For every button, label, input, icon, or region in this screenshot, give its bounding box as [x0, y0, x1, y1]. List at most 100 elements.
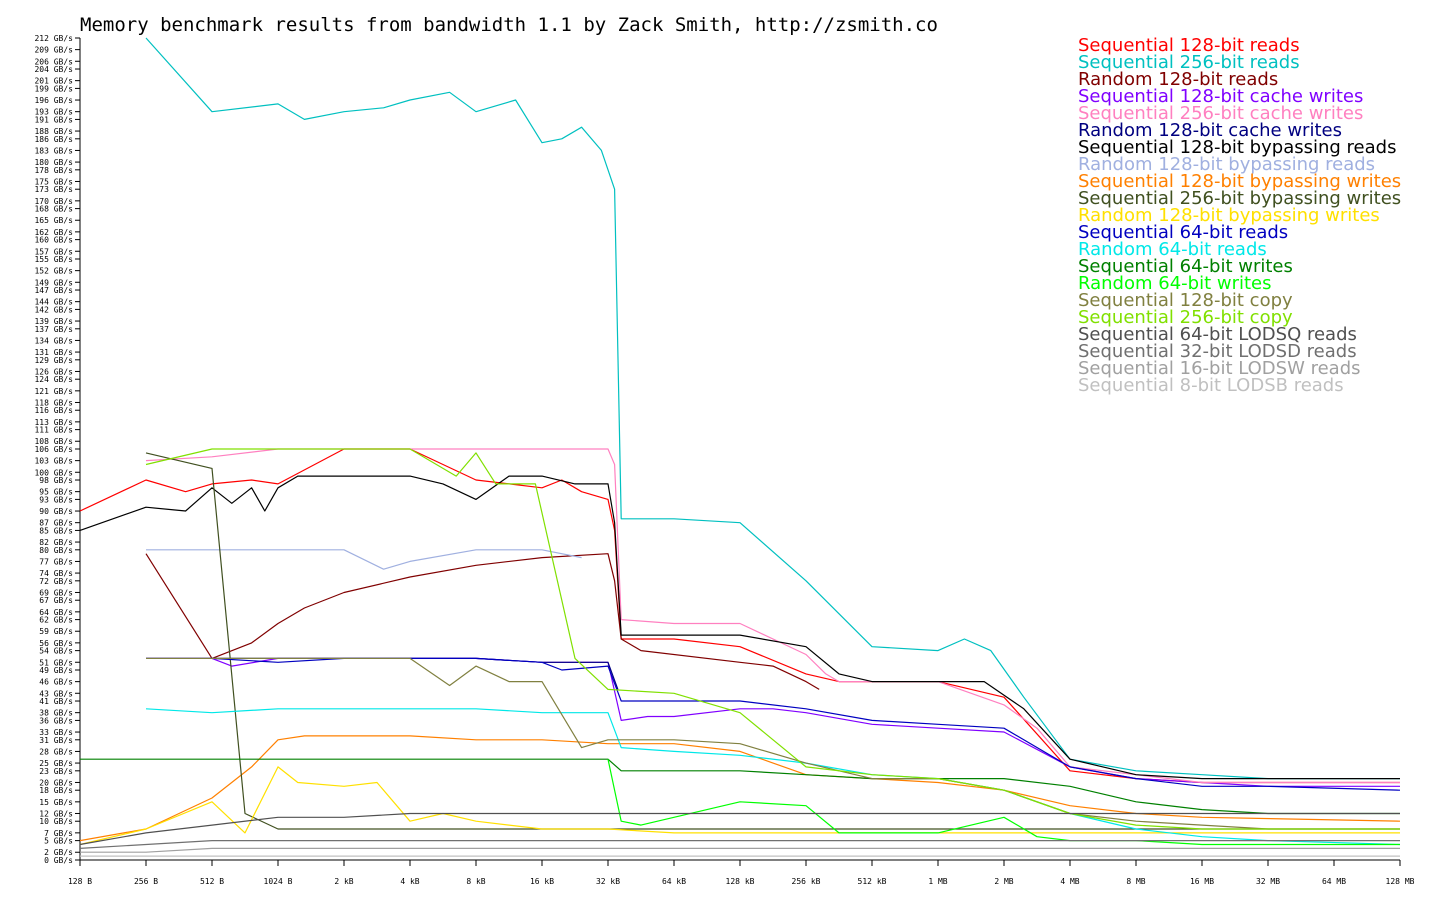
series-line-15	[146, 657, 1400, 830]
legend-item-14: Random 64-bit writes	[1078, 273, 1272, 294]
legend-item-19: Sequential 16-bit LODSW reads	[1078, 358, 1361, 379]
y-tick-label: 134 GB/s	[34, 336, 73, 345]
y-tick-label: 12 GB/s	[39, 809, 73, 818]
y-tick-label: 178 GB/s	[34, 166, 73, 175]
x-tick-label: 2 kB	[334, 877, 353, 886]
series-line-5	[212, 657, 619, 690]
y-tick-label: 103 GB/s	[34, 457, 73, 466]
y-tick-label: 85 GB/s	[39, 526, 73, 535]
series-line-7	[146, 549, 582, 570]
y-tick-label: 142 GB/s	[34, 305, 73, 314]
x-tick-label: 64 kB	[662, 877, 686, 886]
y-tick-label: 199 GB/s	[34, 84, 73, 93]
y-tick-label: 38 GB/s	[39, 709, 73, 718]
x-tick-label: 16 kB	[530, 877, 554, 886]
y-tick-label: 168 GB/s	[34, 205, 73, 214]
y-tick-label: 147 GB/s	[34, 286, 73, 295]
series-line-13	[80, 758, 1400, 815]
series-line-12	[145, 708, 1401, 846]
legend-item-20: Sequential 8-bit LODSB reads	[1078, 375, 1344, 396]
x-tick-label: 32 MB	[1256, 877, 1280, 886]
x-tick-label: 32 kB	[596, 877, 620, 886]
y-tick-label: 82 GB/s	[39, 538, 73, 547]
legend-item-7: Random 128-bit bypassing reads	[1078, 154, 1376, 175]
y-tick-label: 93 GB/s	[39, 495, 73, 504]
y-tick-label: 10 GB/s	[39, 817, 73, 826]
x-tick-label: 128 kB	[726, 877, 755, 886]
y-tick-label: 62 GB/s	[39, 616, 73, 625]
series-line-11	[146, 657, 1401, 791]
y-tick-label: 28 GB/s	[39, 747, 73, 756]
y-tick-label: 170 GB/s	[34, 197, 73, 206]
y-tick-label: 18 GB/s	[39, 786, 73, 795]
legend-item-9: Sequential 256-bit bypassing writes	[1078, 188, 1402, 209]
y-tick-label: 72 GB/s	[39, 577, 73, 586]
y-tick-label: 111 GB/s	[34, 426, 73, 435]
series-lines	[79, 37, 1401, 857]
y-tick-label: 204 GB/s	[34, 65, 73, 74]
y-tick-label: 144 GB/s	[34, 298, 73, 307]
series-line-10	[79, 766, 1400, 846]
legend-item-18: Sequential 32-bit LODSD reads	[1078, 341, 1357, 362]
legend-item-1: Sequential 256-bit reads	[1078, 52, 1300, 73]
x-tick-label: 1 MB	[928, 877, 947, 886]
legend-item-10: Random 128-bit bypassing writes	[1078, 205, 1380, 226]
series-line-19	[80, 847, 1400, 853]
y-tick-label: 7 GB/s	[44, 829, 73, 838]
y-tick-label: 56 GB/s	[39, 639, 73, 648]
y-tick-label: 157 GB/s	[34, 247, 73, 256]
y-tick-label: 41 GB/s	[39, 697, 73, 706]
legend-item-6: Sequential 128-bit bypassing reads	[1078, 137, 1397, 158]
y-tick-label: 173 GB/s	[34, 185, 73, 194]
x-tick-label: 8 kB	[466, 877, 485, 886]
legend-item-12: Random 64-bit reads	[1078, 239, 1267, 260]
y-tick-label: 186 GB/s	[34, 135, 73, 144]
y-tick-label: 121 GB/s	[34, 387, 73, 396]
x-tick-label: 64 MB	[1322, 877, 1346, 886]
x-tick-label: 4 MB	[1060, 877, 1079, 886]
y-tick-label: 175 GB/s	[34, 177, 73, 186]
y-tick-label: 118 GB/s	[34, 398, 73, 407]
y-tick-label: 160 GB/s	[34, 236, 73, 245]
y-tick-label: 165 GB/s	[34, 216, 73, 225]
y-tick-label: 180 GB/s	[34, 158, 73, 167]
legend-item-15: Sequential 128-bit copy	[1078, 290, 1293, 311]
y-tick-label: 137 GB/s	[34, 325, 73, 334]
y-tick-label: 2 GB/s	[44, 848, 73, 857]
y-tick-label: 51 GB/s	[39, 658, 73, 667]
y-tick-label: 149 GB/s	[34, 278, 73, 287]
y-tick-label: 193 GB/s	[34, 108, 73, 117]
legend-item-17: Sequential 64-bit LODSQ reads	[1078, 324, 1357, 345]
legend-item-4: Sequential 256-bit cache writes	[1078, 103, 1364, 124]
y-tick-label: 126 GB/s	[34, 367, 73, 376]
y-tick-label: 100 GB/s	[34, 468, 73, 477]
legend-item-16: Sequential 256-bit copy	[1078, 307, 1293, 328]
y-tick-label: 87 GB/s	[39, 519, 73, 528]
x-tick-label: 512 kB	[858, 877, 887, 886]
series-line-1	[145, 37, 1400, 780]
y-tick-label: 25 GB/s	[39, 759, 73, 768]
legend-item-2: Random 128-bit reads	[1078, 69, 1279, 90]
legend-item-0: Sequential 128-bit reads	[1078, 35, 1300, 56]
y-tick-label: 188 GB/s	[34, 127, 73, 136]
x-tick-label: 2 MB	[994, 877, 1013, 886]
y-tick-label: 23 GB/s	[39, 767, 73, 776]
x-tick-label: 256 B	[134, 877, 158, 886]
x-tick-label: 8 MB	[1126, 877, 1145, 886]
y-tick-label: 116 GB/s	[34, 406, 73, 415]
y-tick-label: 46 GB/s	[39, 678, 73, 687]
x-tick-label: 16 MB	[1190, 877, 1214, 886]
y-tick-label: 152 GB/s	[34, 267, 73, 276]
y-tick-label: 183 GB/s	[34, 146, 73, 155]
series-line-14	[607, 759, 1400, 846]
series-line-3	[146, 657, 1400, 787]
legend-item-8: Sequential 128-bit bypassing writes	[1078, 171, 1402, 192]
x-tick-label: 1024 B	[264, 877, 293, 886]
series-line-17	[79, 812, 1400, 846]
y-tick-label: 67 GB/s	[39, 596, 73, 605]
y-tick-label: 59 GB/s	[39, 627, 73, 636]
series-line-18	[79, 839, 1400, 849]
chart-title: Memory benchmark results from bandwidth …	[80, 14, 938, 36]
y-tick-label: 124 GB/s	[34, 375, 73, 384]
series-line-6	[79, 475, 1400, 780]
